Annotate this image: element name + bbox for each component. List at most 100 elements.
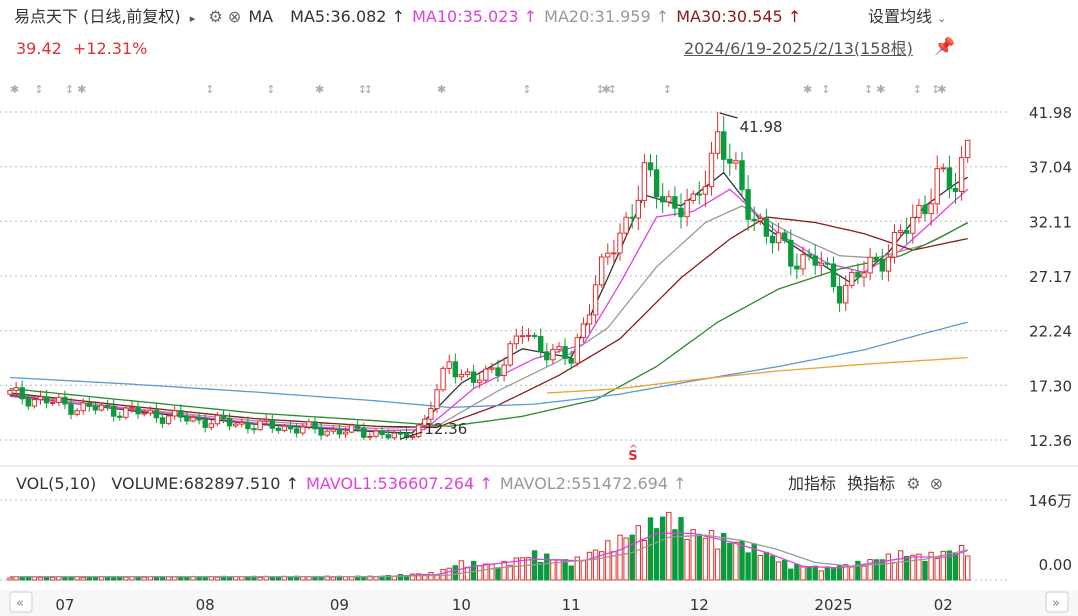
event-marker: ↕	[358, 83, 367, 96]
volume-bar	[635, 525, 641, 581]
volume-bar	[623, 537, 629, 581]
volume-bar	[867, 559, 873, 581]
candle-body	[287, 425, 294, 430]
volume-bar	[483, 563, 489, 581]
candle-body	[312, 421, 318, 430]
candle-body	[745, 189, 751, 220]
ma-line-ma10	[9, 188, 969, 432]
candle-body	[605, 252, 611, 258]
volume-bar	[458, 560, 465, 581]
candle-body	[318, 428, 324, 436]
switch-indicator-button[interactable]: 换指标	[847, 474, 896, 493]
ma-line-ma120	[9, 321, 968, 409]
event-marker: ↕	[522, 83, 531, 96]
candle-body	[586, 314, 593, 325]
volume-bar	[940, 550, 946, 581]
candle-body	[159, 417, 166, 424]
candle-body	[739, 160, 745, 191]
candle-body	[910, 216, 916, 234]
candle-body	[525, 334, 532, 337]
gear-icon[interactable]: ⚙	[906, 474, 921, 493]
x-axis-band	[0, 590, 1078, 616]
volume-bar	[818, 570, 824, 581]
volume-bar	[763, 551, 770, 581]
volume-bar	[599, 551, 605, 581]
volume-bar	[733, 541, 739, 581]
ma30-label: MA30:30.545	[676, 7, 783, 26]
candle-body	[879, 259, 885, 272]
candle-body	[660, 196, 666, 203]
candle-body	[361, 427, 367, 438]
volume-bar	[300, 576, 306, 581]
scroll-right-button[interactable]: »	[1045, 591, 1069, 613]
candle-body	[861, 272, 867, 278]
candle-body	[623, 216, 629, 234]
candle-body	[916, 204, 922, 218]
volume-bar	[678, 517, 684, 581]
volume-bar	[605, 540, 611, 581]
candle-body	[641, 162, 648, 201]
volume-bar	[672, 529, 678, 581]
event-marker: ↕	[364, 83, 373, 96]
scroll-left-button[interactable]: «	[9, 591, 33, 613]
x-axis-label: 11	[562, 596, 581, 614]
volume-bar	[922, 560, 928, 581]
candle-body	[678, 207, 684, 218]
candle-body	[141, 412, 147, 415]
volume-bar	[855, 560, 861, 581]
sell-signal-label: S	[628, 449, 637, 464]
add-indicator-button[interactable]: 加指标	[788, 474, 837, 493]
candle-body	[684, 199, 690, 218]
candle-body	[86, 402, 92, 407]
candle-body	[519, 335, 526, 338]
price-y-axis: 41.98 37.04 32.11 27.17 22.24 17.30 12.36	[1029, 104, 1072, 450]
price-grid	[0, 111, 1010, 441]
candle-body	[31, 399, 38, 407]
ma-line-ma20	[9, 205, 968, 430]
mavol1-line	[10, 532, 968, 578]
volume-bar	[153, 576, 160, 581]
candle-body	[226, 417, 233, 427]
volume-bar	[25, 576, 32, 581]
event-marker: ✱	[937, 83, 946, 96]
candles	[7, 112, 971, 440]
ma20-up-arrow: ↑	[655, 7, 670, 26]
gear-icon[interactable]: ⚙	[208, 7, 223, 26]
candle-body	[714, 131, 721, 154]
triangle-right-icon[interactable]: ▸	[189, 12, 196, 25]
price-change: +12.31%	[72, 39, 148, 58]
ma-settings-button[interactable]: 设置均线 ⌄	[868, 7, 946, 29]
candle-body	[385, 434, 391, 439]
volume-bar	[464, 566, 471, 581]
ma20-label: MA20:31.959	[544, 7, 651, 26]
price-annotations: 41.98 12.36 S ^	[400, 112, 783, 464]
volume-bar	[489, 563, 495, 581]
candle-body	[117, 415, 123, 418]
x-axis-label: 02	[934, 596, 953, 614]
volume-bar	[934, 557, 940, 581]
candle-body	[922, 204, 928, 215]
volume-bar	[7, 577, 13, 581]
close-circle-icon[interactable]: ⊗	[227, 7, 242, 26]
volume-bar	[660, 516, 666, 581]
ma-line-ma250	[546, 356, 968, 394]
volume-bar	[812, 565, 818, 581]
candle-body	[25, 398, 32, 407]
candle-body	[62, 396, 68, 405]
event-marker: ↕	[931, 83, 940, 96]
volume-bar	[861, 565, 867, 581]
volume-bar	[690, 529, 696, 581]
mavol2-up-arrow: ↑	[673, 474, 687, 493]
candle-body	[617, 232, 623, 254]
volume-bar	[836, 565, 843, 581]
pin-icon[interactable]: 📌	[934, 37, 956, 57]
volume-bar	[843, 564, 849, 581]
close-circle-icon[interactable]: ⊗	[929, 474, 944, 493]
volume-bar	[538, 562, 544, 581]
volume-ma-lines	[10, 532, 968, 578]
candle-body	[897, 230, 904, 234]
date-range[interactable]: 2024/6/19-2025/2/13(158根)	[684, 39, 913, 58]
volume-bar	[19, 576, 25, 581]
volume-bar	[684, 538, 690, 581]
